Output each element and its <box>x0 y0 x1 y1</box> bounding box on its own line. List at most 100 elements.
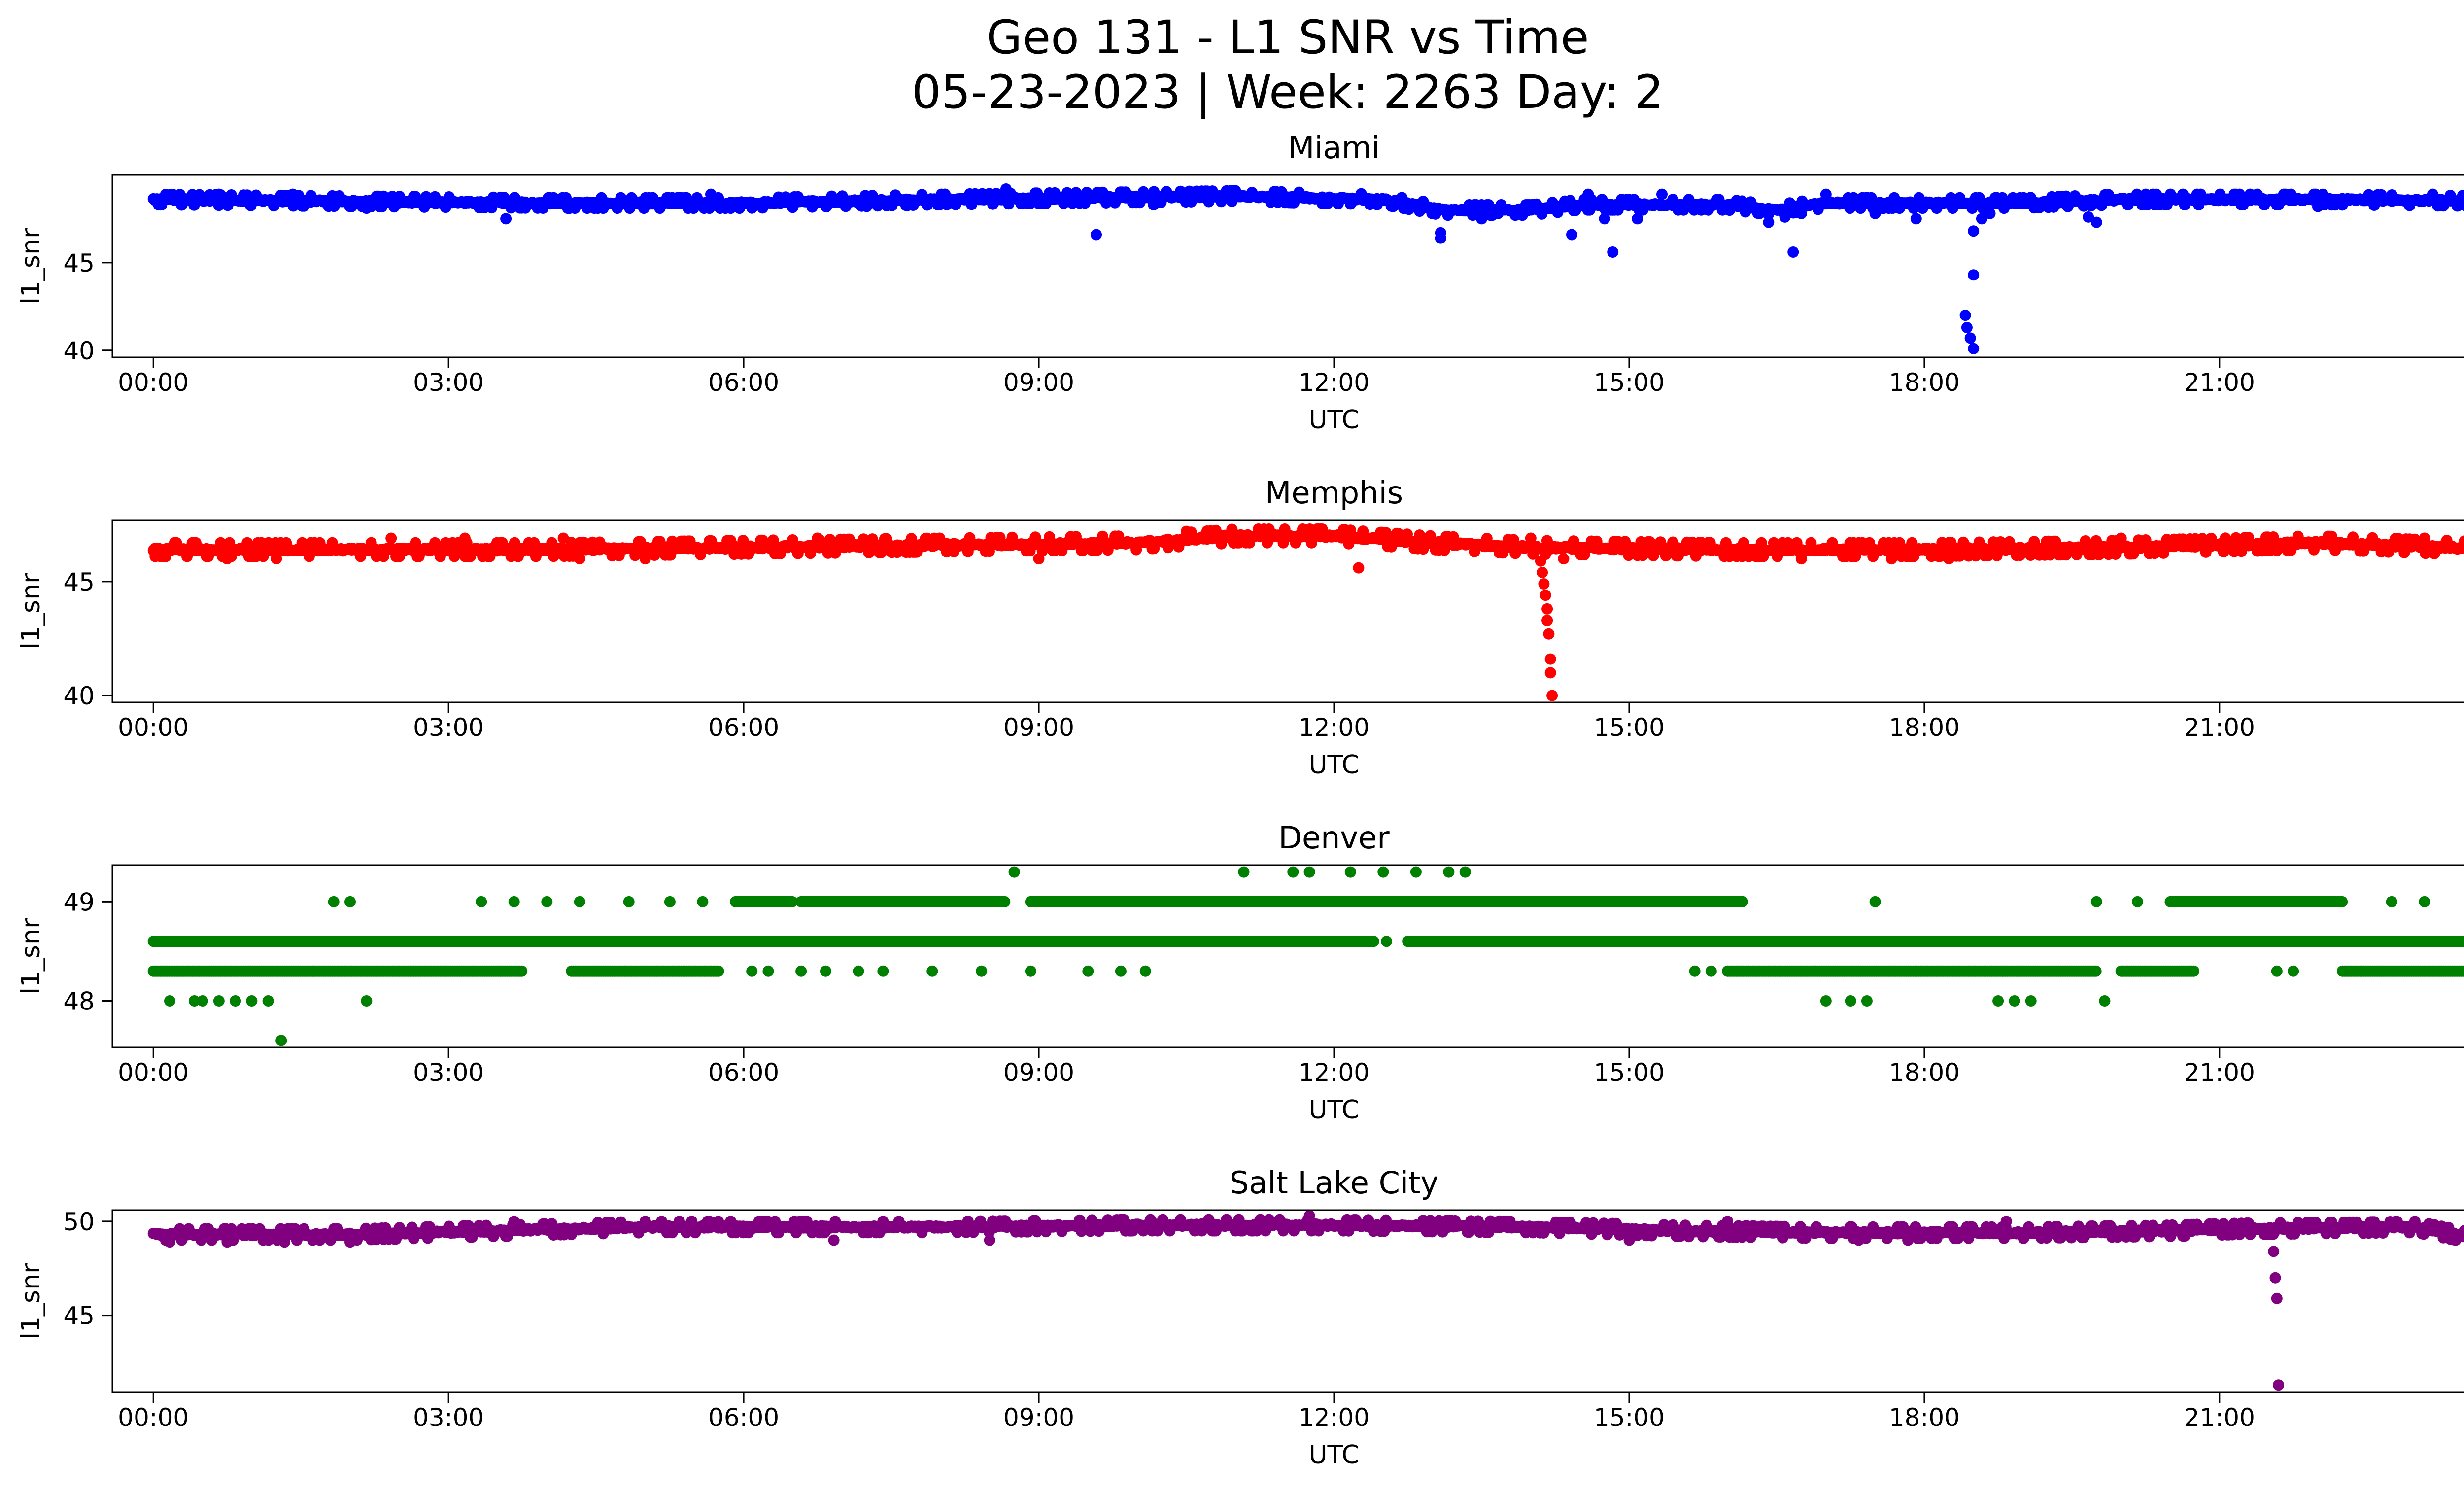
data-point <box>1368 936 1379 947</box>
data-point <box>1181 525 1192 537</box>
data-point <box>459 532 471 544</box>
x-tick-label: 09:00 <box>1003 713 1074 742</box>
data-point <box>500 213 512 225</box>
data-point <box>1599 213 1610 225</box>
subplot-title: Miami <box>1288 130 1380 166</box>
data-point <box>1968 343 1980 354</box>
data-point <box>2462 544 2464 553</box>
subplot-title: Denver <box>1278 820 1390 856</box>
data-point <box>1607 246 1619 258</box>
data-point <box>1964 332 1976 344</box>
y-tick-label: 45 <box>63 249 95 278</box>
data-point <box>1910 213 1922 225</box>
x-tick-label: 18:00 <box>1889 713 1960 742</box>
x-tick-label: 06:00 <box>708 713 779 742</box>
data-point <box>2115 532 2127 544</box>
data-point <box>1541 615 1553 626</box>
y-tick-label: 40 <box>63 682 95 710</box>
x-axis-label: UTC <box>1308 405 1359 435</box>
data-point <box>1961 322 1973 333</box>
x-tick-label: 12:00 <box>1299 713 1369 742</box>
data-point <box>1976 213 1987 225</box>
data-point <box>1558 553 1570 565</box>
data-point <box>1410 199 1422 210</box>
data-point <box>1943 553 1955 565</box>
data-point <box>2461 201 2464 211</box>
data-point <box>1537 566 1548 578</box>
data-point <box>1535 555 1546 567</box>
data-point <box>1779 211 1791 223</box>
data-point <box>2427 188 2438 200</box>
data-point <box>1795 208 1807 219</box>
data-point <box>271 553 282 565</box>
x-tick-label: 00:00 <box>118 368 189 397</box>
x-tick-label: 15:00 <box>1594 368 1665 397</box>
subplot-panels: Miami 00:00 03:00 06:00 09:00 12:00 15:00 18:00… <box>16 130 2464 1470</box>
figure-title-line2: 05-23-2023 | Week: 2263 Day: 2 <box>912 66 1664 119</box>
figure-title-line1: Geo 131 - L1 SNR vs Time <box>987 11 1589 65</box>
y-tick-label: 40 <box>63 337 95 365</box>
data-point <box>1540 590 1551 601</box>
data-point <box>1033 553 1045 565</box>
data-point <box>1476 213 1487 225</box>
y-axis-label: l1_snr <box>16 228 46 305</box>
scatter-points <box>147 523 2464 701</box>
data-point <box>2461 936 2464 946</box>
x-tick-label: 15:00 <box>1594 713 1665 742</box>
data-point <box>385 532 397 544</box>
data-point <box>1795 553 1807 565</box>
data-point <box>1984 208 1996 219</box>
data-point <box>1541 603 1553 615</box>
x-tick-label: 06:00 <box>708 368 779 397</box>
data-point <box>1582 188 1594 200</box>
data-point <box>2461 536 2464 547</box>
data-point <box>2090 216 2102 228</box>
data-point <box>1543 628 1555 640</box>
data-point <box>1544 667 1556 679</box>
y-tick-label: 45 <box>63 568 95 596</box>
data-point <box>1394 532 1405 544</box>
x-tick-label: 21:00 <box>2184 713 2255 742</box>
data-point <box>557 532 569 544</box>
data-point <box>1632 213 1643 225</box>
data-point <box>221 553 233 565</box>
data-point <box>1091 229 1102 241</box>
data-point <box>1148 199 1160 210</box>
data-point <box>1763 216 1775 228</box>
x-tick-label: 18:00 <box>1889 368 1960 397</box>
data-point <box>1246 187 1258 199</box>
x-tick-label: 12:00 <box>1299 368 1369 397</box>
x-tick-label: 00:00 <box>118 713 189 742</box>
data-point <box>2419 532 2430 544</box>
data-point <box>1544 653 1556 665</box>
data-point <box>1869 208 1881 219</box>
data-point <box>1968 225 1980 237</box>
data-point <box>287 188 299 200</box>
data-point <box>361 203 373 214</box>
data-point <box>2462 196 2464 205</box>
data-point <box>2312 201 2324 212</box>
x-tick-label: 03:00 <box>413 713 484 742</box>
x-axis-label: UTC <box>1308 750 1359 780</box>
data-point <box>1000 183 1012 195</box>
data-point <box>812 532 823 544</box>
data-point <box>1353 562 1365 574</box>
data-point <box>639 553 651 565</box>
data-point <box>574 553 585 565</box>
data-point <box>1820 188 1832 200</box>
data-point <box>1492 208 1504 219</box>
data-point <box>1435 232 1446 244</box>
data-point <box>1885 553 1897 565</box>
x-tick-label: 21:00 <box>2184 368 2255 397</box>
y-axis-label: l1_snr <box>16 573 46 650</box>
data-point <box>1787 246 1799 258</box>
data-point <box>1566 229 1577 241</box>
scatter-points <box>147 183 2464 354</box>
x-tick-label: 09:00 <box>1003 368 1074 397</box>
data-point <box>156 199 168 210</box>
data-point <box>1525 532 1537 544</box>
data-point <box>1656 188 1668 200</box>
